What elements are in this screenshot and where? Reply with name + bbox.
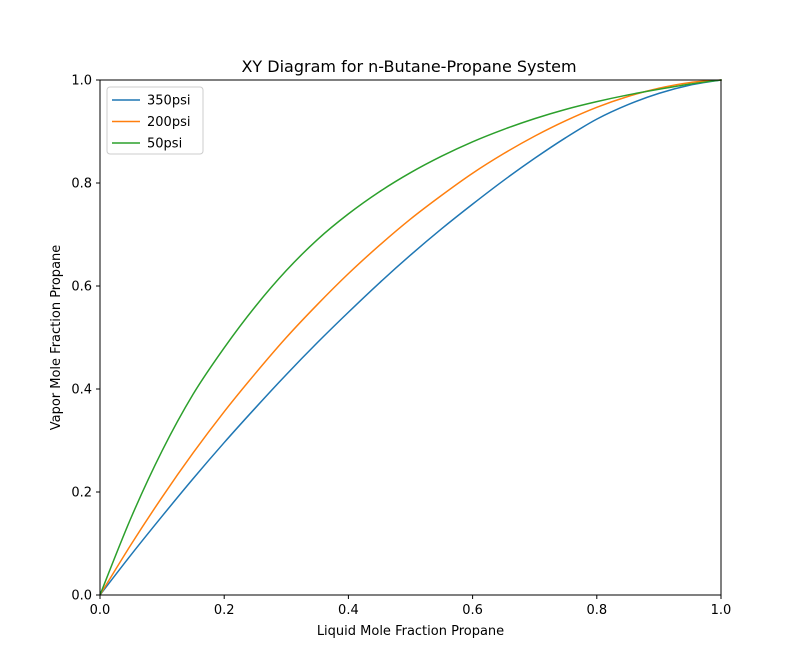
legend-label-200psi: 200psi: [147, 115, 190, 130]
chart-title: XY Diagram for n-Butane-Propane System: [241, 57, 576, 76]
y-tick-label: 0.2: [71, 486, 92, 501]
y-tick-label: 0.6: [71, 280, 92, 295]
legend-items: 350psi 200psi 50psi: [112, 94, 190, 152]
x-tick-label: 0.4: [338, 603, 359, 618]
legend-label-350psi: 350psi: [147, 94, 190, 109]
y-tick-label: 0.8: [71, 177, 92, 192]
y-tick-label: 1.0: [71, 74, 92, 89]
legend: 350psi 200psi 50psi: [106, 86, 204, 155]
x-tick-label: 0.6: [462, 603, 483, 618]
y-tick-label: 0.4: [71, 383, 92, 398]
y-axis-ticks: 0.0 0.2 0.4 0.6 0.8 1.0: [71, 74, 100, 604]
series-layer: [98, 79, 722, 597]
x-axis-label: Liquid Mole Fraction Propane: [317, 624, 504, 639]
x-tick-label: 0.0: [90, 603, 111, 618]
x-tick-label: 0.2: [214, 603, 235, 618]
y-axis-label: Vapor Mole Fraction Propane: [49, 245, 64, 431]
x-axis-ticks: 0.0 0.2 0.4 0.6 0.8 1.0: [90, 595, 732, 618]
x-tick-label: 0.8: [586, 603, 607, 618]
plot-background: [100, 80, 721, 595]
y-tick-label: 0.0: [71, 589, 92, 604]
series-line-200psi: [98, 79, 722, 597]
plot-area: 0.0 0.2 0.4 0.6 0.8 1.0 0.0 0.2 0.4 0.6 0.8 1.0: [71, 74, 731, 619]
series-line-50psi: [99, 79, 722, 596]
axes-frame: [99, 79, 722, 596]
legend-label-50psi: 50psi: [147, 137, 182, 152]
legend-box: [106, 86, 204, 155]
x-tick-label: 1.0: [711, 603, 732, 618]
series-line-350psi: [98, 79, 722, 597]
